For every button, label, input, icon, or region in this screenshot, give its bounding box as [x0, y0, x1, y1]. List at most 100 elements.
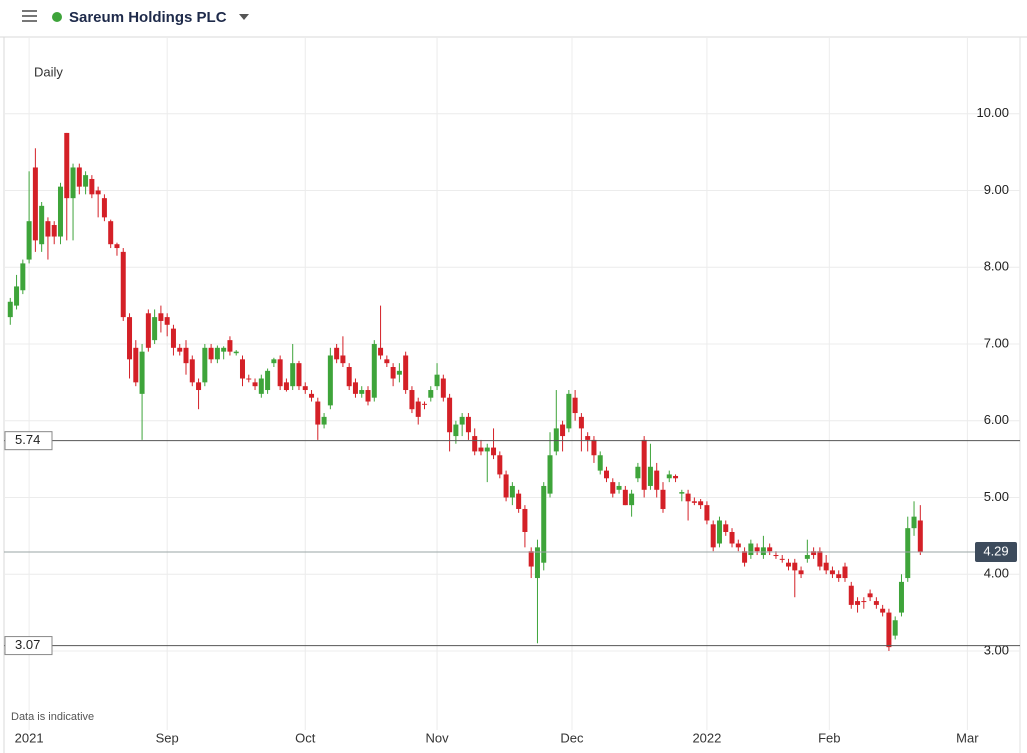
candle-body [145, 313, 151, 348]
candle-body [760, 547, 766, 556]
candle-body [384, 359, 390, 364]
candle-body [70, 167, 76, 199]
candle-body [277, 359, 283, 387]
candle-body [127, 317, 133, 360]
candle-body [691, 501, 697, 503]
price-line-label: 5.74 [15, 432, 40, 447]
candle-body [842, 566, 848, 579]
x-tick-label: Feb [818, 730, 840, 745]
candle-body [773, 555, 779, 557]
candle-body [880, 608, 886, 613]
candle-body [604, 470, 610, 479]
candle-body [139, 351, 145, 394]
last-price-label: 4.29 [983, 543, 1008, 558]
candle-body [886, 612, 892, 648]
candle-body [409, 390, 415, 410]
candle-body [164, 317, 170, 325]
price-line-label-box [4, 431, 53, 451]
candle-body [767, 547, 773, 552]
candle-body [553, 428, 559, 452]
candle-body [296, 363, 302, 387]
candle-body [403, 355, 409, 391]
price-line-label: 3.07 [15, 637, 40, 652]
overlay: 5.74 3.07 4.29 [4, 431, 1020, 656]
candles [7, 132, 923, 651]
candle-body [396, 370, 402, 375]
x-tick-label: Mar [956, 730, 979, 745]
interval-label[interactable]: Daily [34, 64, 63, 79]
candle-body [283, 382, 289, 391]
candle-body [679, 492, 685, 494]
candle-body [152, 317, 158, 341]
candle-body [629, 493, 635, 506]
candle-body [227, 340, 233, 352]
x-tick-label: Oct [295, 730, 316, 745]
candle-body [516, 493, 522, 509]
candle-body [735, 543, 741, 548]
candle-body [855, 601, 861, 605]
candle-body [534, 547, 540, 579]
y-tick-label: 7.00 [984, 335, 1009, 350]
candle-body [503, 474, 509, 498]
candle-body [898, 581, 904, 613]
candle-body [14, 286, 20, 306]
candle-body [309, 393, 315, 398]
candle-body [522, 508, 528, 532]
candle-body [302, 386, 308, 391]
candle-body [64, 132, 70, 199]
candle-body [472, 436, 478, 452]
candle-body [453, 424, 459, 437]
candle-body [158, 313, 164, 321]
instrument-title[interactable]: Sareum Holdings PLC [69, 9, 227, 26]
candle-body [89, 178, 95, 195]
candle-body [811, 551, 817, 556]
x-tick-label: 2022 [692, 730, 721, 745]
candle-body [610, 482, 616, 494]
candle-body [823, 562, 829, 571]
candle-body [541, 485, 547, 563]
candle-body [32, 167, 38, 241]
dropdown-caret[interactable] [239, 14, 249, 20]
candle-body [547, 455, 553, 494]
grid: 3.00 4.00 5.00 6.00 7.00 8.00 9.00 10.00 2021 Sep… [4, 37, 1020, 745]
candle-body [873, 601, 879, 605]
candle-body [271, 359, 277, 364]
candle-body [359, 390, 365, 394]
candle-body [798, 570, 804, 575]
candle-body [421, 403, 427, 405]
candle-body [258, 378, 264, 394]
candle-body [327, 355, 333, 406]
candle-body [352, 382, 358, 394]
candle-body [710, 524, 716, 548]
candle-body [371, 343, 377, 398]
candle-body [346, 367, 352, 387]
x-tick-label: Sep [156, 730, 179, 745]
y-tick-label: 8.00 [984, 259, 1009, 274]
candle-body [572, 397, 578, 414]
candle-body [378, 347, 384, 356]
candle-body [290, 363, 296, 387]
candle-body [861, 601, 867, 603]
candle-body [597, 455, 603, 471]
candle-body [673, 475, 679, 479]
candle-body [622, 489, 628, 506]
candle-body [641, 439, 647, 490]
candle-body [848, 585, 854, 605]
y-tick-label: 6.00 [984, 412, 1009, 427]
candle-body [39, 205, 45, 245]
candle-body [829, 570, 835, 575]
candle-body [491, 447, 497, 456]
candle-body [729, 532, 735, 544]
menu-icon[interactable] [22, 10, 37, 22]
candle-body [239, 359, 245, 379]
candle-body [51, 225, 57, 237]
candle-body [892, 620, 898, 636]
candle-body [365, 390, 371, 402]
candle-body [315, 401, 321, 425]
candle-body [221, 347, 227, 352]
footnote: Data is indicative [11, 711, 94, 723]
candle-body [20, 263, 26, 291]
candle-body [792, 562, 798, 571]
candle-body [911, 516, 917, 529]
